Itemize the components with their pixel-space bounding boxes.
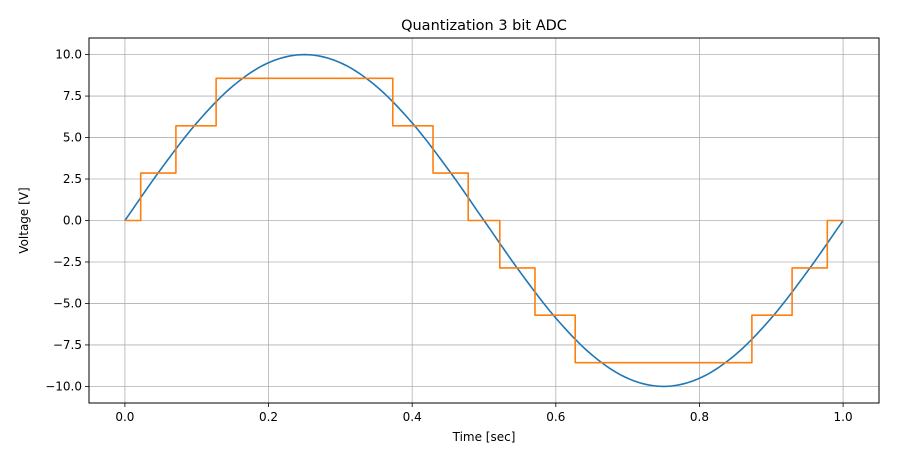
y-tick-label: 5.0 — [63, 131, 82, 145]
x-axis-label: Time [sec] — [452, 430, 516, 444]
y-tick-label: −2.5 — [53, 255, 82, 269]
y-tick-label: −7.5 — [53, 338, 82, 352]
x-tick-label: 0.6 — [546, 410, 565, 424]
x-tick-label: 0.0 — [115, 410, 134, 424]
y-axis-ticks: 10.0 7.5 5.0 2.5 0.0 −2.5 −5.0 −7.5 −10.0 — [45, 48, 89, 393]
y-tick-label: 10.0 — [55, 48, 82, 62]
y-axis-label: Voltage [V] — [17, 187, 31, 253]
y-tick-label: −5.0 — [53, 296, 82, 310]
x-tick-label: 0.4 — [403, 410, 422, 424]
x-axis-ticks: 0.0 0.2 0.4 0.6 0.8 1.0 — [115, 403, 853, 424]
chart-title: Quantization 3 bit ADC — [401, 18, 567, 34]
series-line-2 — [124, 77, 844, 364]
y-tick-label: 7.5 — [63, 89, 82, 103]
series-layer — [124, 53, 844, 388]
x-tick-label: 0.8 — [690, 410, 709, 424]
x-tick-label: 1.0 — [834, 410, 853, 424]
y-tick-label: −10.0 — [45, 379, 82, 393]
y-tick-label: 0.0 — [63, 214, 82, 228]
x-tick-label: 0.2 — [259, 410, 278, 424]
y-tick-label: 2.5 — [63, 172, 82, 186]
